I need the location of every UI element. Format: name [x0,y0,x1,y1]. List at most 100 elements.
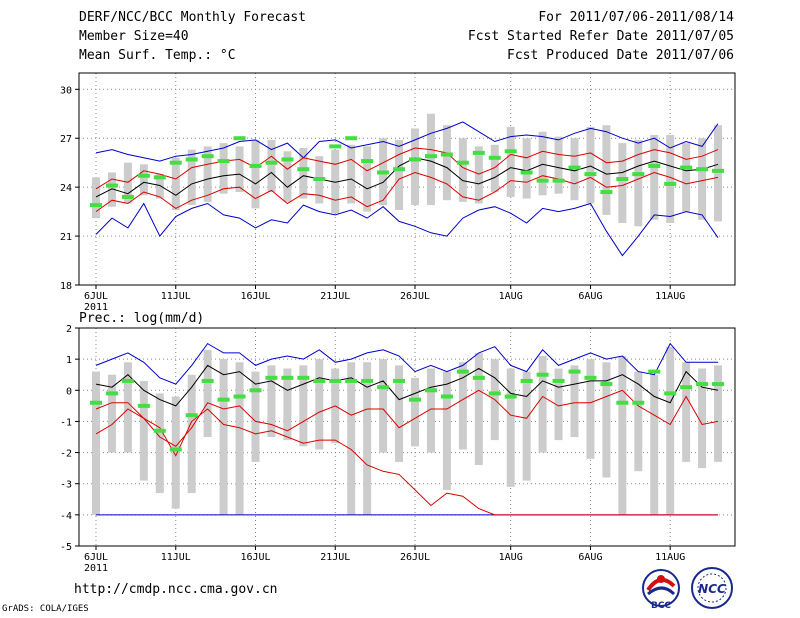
temp-range-bar [139,164,148,196]
prec-member-marker [105,391,118,396]
prec-member-marker [409,397,421,402]
prec-member-marker [217,397,230,402]
prec-member-marker [520,378,533,383]
temp-member-marker [265,160,278,165]
temp-member-marker [424,154,437,159]
prec-member-marker [201,378,214,383]
temp-plot-frame [78,72,736,286]
temp-member-marker [217,159,230,164]
prec-mean-line [95,364,719,407]
temp-member-marker [520,170,533,175]
temp-range-bar [203,146,212,202]
temp-min-line [95,202,719,257]
temp-member-marker [600,190,613,195]
prec-range-bar [602,362,611,478]
temp-range-bar [666,134,675,224]
prec-ytick-label: 0 [66,386,72,397]
prec-member-marker [504,394,517,399]
prec-plot-frame [78,327,736,547]
prec-range-bar [171,396,180,509]
prec-member-marker [568,369,581,374]
prec-member-marker [648,369,661,374]
prec-range-bar [650,374,659,515]
prec-member-marker [552,378,565,383]
prec-member-marker [393,378,406,383]
temp-ytick-label: 21 [60,232,72,243]
prec-range-bar [347,362,356,515]
prec-ytick-label: -1 [60,417,72,428]
temp-range-bar [283,151,292,202]
temp-member-marker [504,149,517,154]
temp-range-bar [426,113,435,206]
temp-range-bar [714,125,723,222]
prec-range-bar [315,359,324,450]
temp-xtick-label: 11JUL [161,291,191,302]
temp-member-marker [313,177,326,181]
temp-year-label: 2011 [84,302,108,313]
temp-member-marker [201,154,214,159]
prec-range-bar [187,374,196,494]
temp-range-bar [299,148,308,199]
temp-member-marker [456,160,469,165]
temp-range-bar [458,138,467,202]
temp-member-marker [568,165,581,170]
temp-member-marker [712,168,725,173]
prec-range-bar [426,368,435,453]
prec-range-bar [155,393,164,494]
temp-member-marker [632,172,645,177]
prec-year-label: 2011 [84,563,108,574]
temp-xtick-label: 6AUG [578,291,602,302]
prec-range-bar [395,365,404,462]
temp-member-marker [664,181,677,186]
prec-range-bar [203,349,212,437]
prec-member-marker [90,400,102,405]
temp-range-bar [634,139,643,227]
temp-range-bar [490,144,499,193]
ncc-logo-text: NCC [698,582,726,596]
prec-member-marker [696,382,709,387]
temp-range-bar [586,126,595,204]
prec-range-bar [251,371,260,462]
temp-range-bar [442,125,451,201]
prec-member-marker [297,375,310,380]
temp-upper-line [95,147,719,190]
temp-range-bar [123,162,132,204]
header-right-line3: Fcst Produced Date 2011/07/06 [507,48,734,63]
temp-range-bar [347,144,356,204]
prec-member-marker [345,378,358,383]
temp-member-marker [440,152,453,157]
prec-range-bar [299,365,308,447]
temp-range-bar [682,143,691,212]
prec-range-bar [107,374,116,453]
prec-member-marker [664,391,677,396]
source-url[interactable]: http://cmdp.ncc.cma.gov.cn [74,582,278,597]
prec-member-marker [600,382,613,387]
temp-range-bar [618,143,627,224]
temp-range-bar [411,128,419,206]
temp-member-marker [137,173,150,178]
prec-range-bar [442,371,451,490]
temp-member-marker [393,167,406,172]
temp-member-marker [169,160,182,165]
temp-range-bar [506,126,515,197]
prec-member-marker [536,372,549,377]
prec-member-marker [329,378,342,383]
prec-xtick-label: 11AUG [655,552,685,563]
prec-xtick-label: 16JUL [240,552,270,563]
prec-member-marker [472,375,485,380]
temp-range-bar [331,149,340,214]
prec-range-bar [666,346,675,515]
prec-range-bar [698,368,707,469]
temp-member-marker [488,155,501,160]
temp-member-marker [249,163,262,168]
precip-title: Prec.: log(mm/d) [79,311,205,326]
prec-range-bar [123,362,132,453]
temp-member-marker [153,175,166,180]
header-right-line2: Fcst Started Refer Date 2011/07/05 [467,29,734,44]
prec-member-marker [185,413,198,418]
temp-member-marker [680,165,693,170]
temp-member-marker [345,136,358,141]
prec-member-marker [361,378,374,383]
prec-range-bar [714,365,723,462]
temp-member-marker [90,203,102,208]
